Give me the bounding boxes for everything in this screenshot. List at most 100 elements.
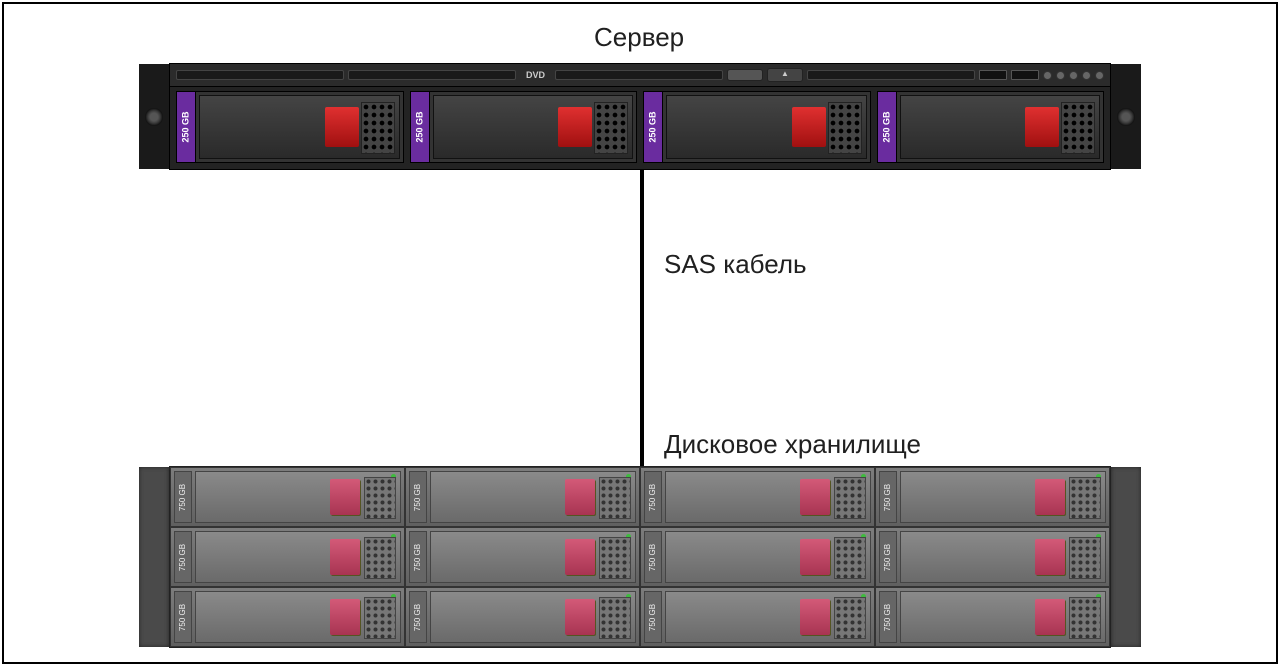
capacity-strip: 750 GB (644, 471, 662, 523)
drive-grille-icon (834, 477, 866, 519)
drive-bay: 750 GB (405, 467, 640, 527)
drive-grille-icon (599, 537, 631, 579)
drive-tray (666, 95, 867, 159)
eject-icon: ▲ (767, 68, 803, 82)
drive-bay: 750 GB (405, 527, 640, 587)
drive-tray (900, 471, 1106, 523)
drive-bay: 750 GB (170, 527, 405, 587)
capacity-strip: 250 GB (177, 92, 196, 162)
cable-label: SAS кабель (664, 249, 807, 280)
screw-icon (145, 108, 163, 126)
drive-bay: 750 GB (640, 587, 875, 647)
drive-bay: 250 GB (643, 91, 871, 163)
capacity-strip: 750 GB (409, 531, 427, 583)
drive-tray (900, 531, 1106, 583)
capacity-strip: 250 GB (878, 92, 897, 162)
sas-cable (640, 169, 644, 468)
drive-tray (199, 95, 400, 159)
drive-bay: 750 GB (875, 527, 1110, 587)
drive-handle-icon (565, 539, 595, 575)
server-body: DVD ▲ 250 GB (169, 63, 1111, 170)
usb-port-icon (1011, 70, 1039, 80)
drive-handle-icon (1035, 479, 1065, 515)
drive-bay: 750 GB (875, 587, 1110, 647)
rack-ear-right (1111, 467, 1141, 647)
drive-tray (665, 591, 871, 643)
rack-ear-left (139, 467, 169, 647)
screw-icon (1117, 108, 1135, 126)
capacity-strip: 750 GB (879, 471, 897, 523)
status-led-icon (1095, 71, 1104, 80)
drive-handle-icon (1035, 599, 1065, 635)
capacity-strip: 250 GB (411, 92, 430, 162)
drive-handle-icon (1035, 539, 1065, 575)
drive-handle-icon (330, 599, 360, 635)
drive-grille-icon (1069, 477, 1101, 519)
drive-handle-icon (1025, 107, 1059, 147)
usb-port-icon (979, 70, 1007, 80)
capacity-strip: 750 GB (644, 591, 662, 643)
server-chassis: DVD ▲ 250 GB (139, 64, 1141, 169)
rack-ear-left (139, 64, 169, 169)
drive-tray (900, 591, 1106, 643)
drive-tray (430, 531, 636, 583)
capacity-strip: 250 GB (644, 92, 663, 162)
drive-bay: 750 GB (640, 527, 875, 587)
drive-grille-icon (599, 477, 631, 519)
drive-grille-icon (361, 102, 395, 154)
capacity-strip: 750 GB (879, 531, 897, 583)
status-led-icon (1082, 71, 1091, 80)
drive-handle-icon (330, 539, 360, 575)
drive-grille-icon (1069, 537, 1101, 579)
status-led-icon (1069, 71, 1078, 80)
storage-label: Дисковое хранилище (664, 429, 921, 460)
drive-bay: 250 GB (877, 91, 1105, 163)
vent-slot (176, 70, 344, 80)
server-label: Сервер (594, 22, 684, 53)
drive-handle-icon (800, 599, 830, 635)
drive-grille-icon (364, 477, 396, 519)
drive-tray (430, 591, 636, 643)
drive-bay: 250 GB (410, 91, 638, 163)
drive-grille-icon (1061, 102, 1095, 154)
capacity-strip: 750 GB (174, 531, 192, 583)
drive-tray (665, 471, 871, 523)
drive-bay: 750 GB (170, 467, 405, 527)
optical-button (727, 69, 763, 81)
server-top-strip: DVD ▲ (170, 64, 1110, 87)
drive-grille-icon (828, 102, 862, 154)
capacity-strip: 750 GB (879, 591, 897, 643)
capacity-strip: 750 GB (174, 591, 192, 643)
drive-grille-icon (364, 537, 396, 579)
drive-bay: 750 GB (875, 467, 1110, 527)
capacity-strip: 750 GB (174, 471, 192, 523)
drive-handle-icon (800, 479, 830, 515)
drive-tray (665, 531, 871, 583)
capacity-strip: 750 GB (644, 531, 662, 583)
drive-handle-icon (800, 539, 830, 575)
vent-slot (348, 70, 516, 80)
server-bays: 250 GB 250 GB 250 GB (170, 87, 1110, 169)
drive-handle-icon (565, 479, 595, 515)
drive-bay: 750 GB (170, 587, 405, 647)
drive-handle-icon (565, 599, 595, 635)
status-led-icon (1056, 71, 1065, 80)
drive-tray (900, 95, 1101, 159)
drive-grille-icon (1069, 597, 1101, 639)
vent-slot (555, 70, 723, 80)
drive-tray (195, 471, 401, 523)
drive-grille-icon (834, 537, 866, 579)
drive-tray (433, 95, 634, 159)
storage-bay-grid: 750 GB 750 GB 750 GB (169, 466, 1111, 648)
drive-grille-icon (364, 597, 396, 639)
drive-handle-icon (558, 107, 592, 147)
rack-ear-right (1111, 64, 1141, 169)
diagram-frame: Сервер SAS кабель Дисковое хранилище DVD… (2, 2, 1278, 664)
drive-handle-icon (325, 107, 359, 147)
drive-bay: 250 GB (176, 91, 404, 163)
vent-slot (807, 70, 975, 80)
drive-handle-icon (330, 479, 360, 515)
drive-tray (430, 471, 636, 523)
drive-grille-icon (834, 597, 866, 639)
capacity-strip: 750 GB (409, 591, 427, 643)
